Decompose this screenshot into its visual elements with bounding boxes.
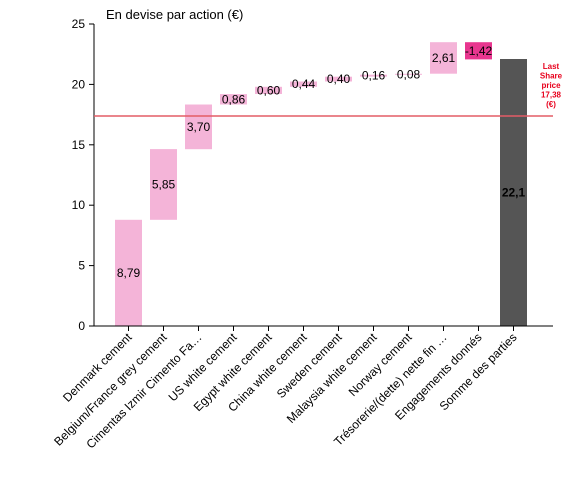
reference-label-line-4: (€) (546, 100, 556, 109)
bar-5 (290, 81, 317, 87)
value-label-6: 0,40 (327, 72, 351, 86)
reference-label-line-1: Share (540, 72, 563, 81)
bar-3 (220, 94, 247, 105)
value-label-4: 0,60 (257, 83, 281, 97)
bar-11 (500, 59, 527, 326)
chart-title: En devise par action (€) (106, 7, 243, 22)
value-label-1: 5,85 (152, 178, 176, 192)
bar-10 (465, 42, 492, 60)
bar-1 (150, 149, 177, 220)
value-label-11: 22,1 (502, 186, 526, 200)
reference-label-line-0: Last (543, 62, 560, 71)
value-label-5: 0,44 (292, 77, 316, 91)
bar-4 (255, 86, 282, 94)
value-label-3: 0,86 (222, 92, 246, 106)
y-tick-label-3: 15 (72, 138, 86, 152)
bar-8 (395, 73, 422, 75)
value-label-9: 2,61 (432, 51, 456, 65)
y-tick-label-1: 5 (78, 259, 85, 273)
y-tick-label-2: 10 (72, 198, 86, 212)
bar-9 (430, 42, 457, 74)
bar-2 (185, 104, 212, 150)
bar-7 (360, 74, 387, 77)
axes-group: 0 5 10 15 20 25 (72, 17, 553, 333)
y-tick-label-5: 25 (72, 17, 86, 31)
reference-label-line-2: price (541, 81, 561, 90)
value-label-2: 3,70 (187, 120, 211, 134)
y-tick-label-0: 0 (78, 319, 85, 333)
value-labels-group: 8,79 5,85 3,70 0,86 0,60 0,44 0,40 0,16 0,08 2,61… (117, 44, 526, 280)
bar-6 (325, 76, 352, 82)
value-label-10: -1,42 (465, 44, 493, 58)
bars-group (115, 42, 527, 326)
value-label-8: 0,08 (397, 67, 421, 81)
bar-0 (115, 219, 142, 326)
value-label-7: 0,16 (362, 69, 386, 83)
value-label-0: 8,79 (117, 266, 141, 280)
reference-label-line-3: 17,38 (541, 91, 562, 100)
y-tick-label-4: 20 (72, 77, 86, 91)
